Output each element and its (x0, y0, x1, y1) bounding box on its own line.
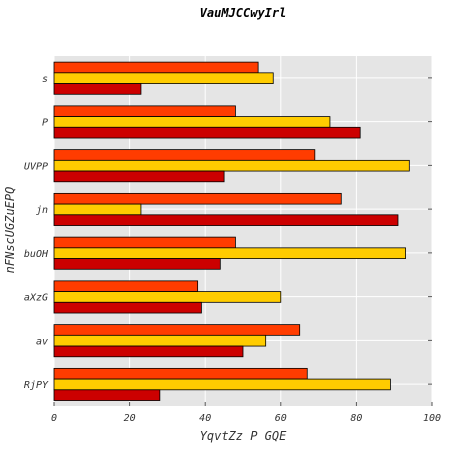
y-tick-label: aXzG (24, 293, 48, 304)
bar (53, 72, 274, 84)
bar (53, 378, 391, 391)
y-tick-label: P (42, 118, 48, 129)
bar (53, 324, 301, 336)
y-tick-label: jn (36, 205, 48, 216)
bar (53, 159, 410, 172)
y-tick-label: buOH (24, 249, 49, 260)
y-tick-label: UVPP (24, 161, 48, 172)
y-tick-label: av (36, 336, 48, 347)
y-tick-label: RjPY (24, 380, 49, 391)
bar (53, 61, 259, 74)
bar (53, 116, 331, 128)
x-tick-label: 80 (350, 413, 362, 424)
x-axis-label: YqvtZz P GQE (200, 429, 287, 443)
x-tick-label: 20 (124, 413, 136, 424)
bar (53, 214, 399, 226)
bar (53, 345, 244, 358)
x-tick-label: 40 (199, 413, 211, 424)
bar (53, 126, 361, 139)
bar (53, 258, 221, 270)
bar (53, 247, 406, 259)
bar (53, 203, 142, 216)
bar (53, 334, 267, 347)
bar (53, 280, 199, 292)
bar (53, 301, 202, 314)
bar (53, 291, 282, 303)
bar (53, 149, 316, 161)
y-tick-label: s (42, 74, 48, 85)
x-tick-label: 100 (423, 413, 441, 424)
chart-title: VauMJCCwyIrl (200, 6, 287, 20)
bar (53, 236, 236, 249)
bar (53, 83, 142, 95)
bar (53, 170, 225, 183)
x-tick-label: 60 (275, 413, 287, 424)
bar (53, 389, 161, 401)
bar (53, 192, 342, 205)
bar (53, 367, 308, 380)
bar (53, 105, 236, 117)
y-axis-label: nFNscUGZuEPQ (3, 187, 17, 274)
plot-area: 0 20 40 60 80 100 s P UVPP jn buOH aXzG av RjPY (24, 56, 441, 424)
x-tick-label: 0 (51, 413, 57, 424)
